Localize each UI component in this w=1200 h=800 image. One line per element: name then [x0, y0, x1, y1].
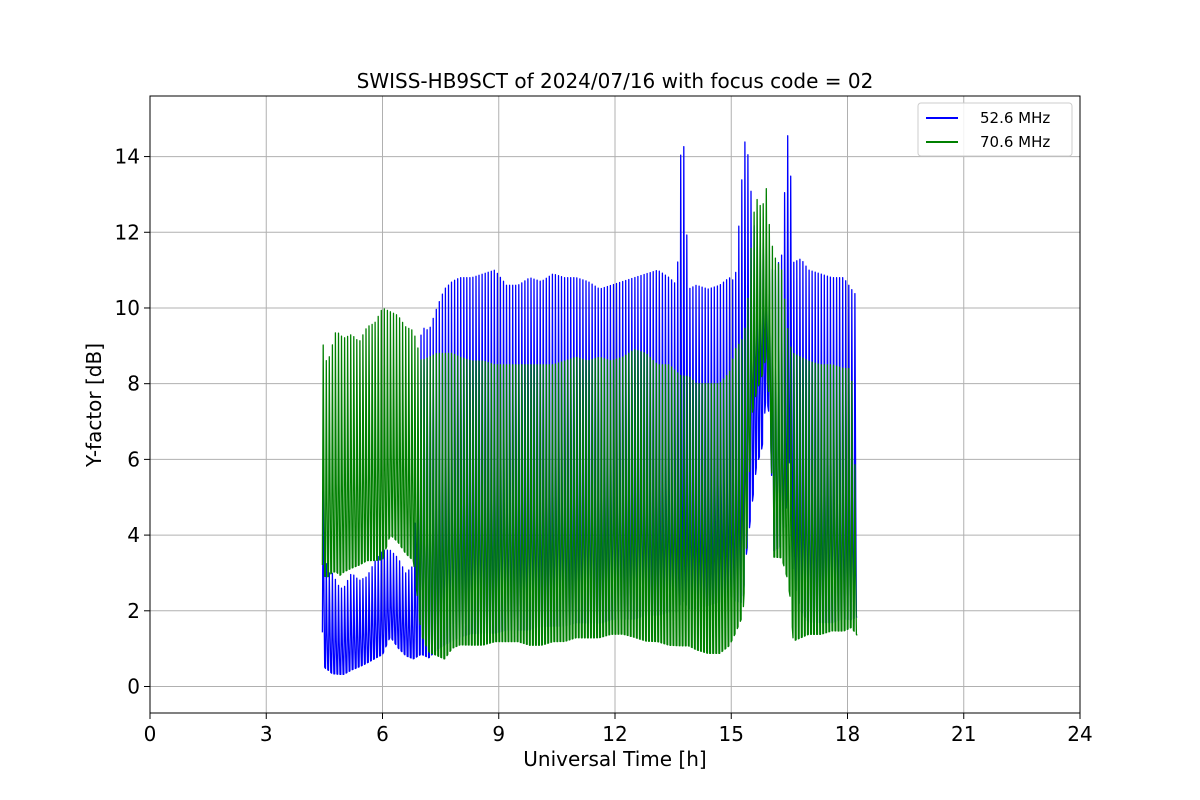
- y-tick-label: 14: [115, 145, 140, 169]
- y-tick-label: 4: [127, 523, 140, 547]
- x-tick-label: 21: [951, 722, 976, 746]
- series-line-1: [321, 188, 858, 660]
- y-tick-label: 12: [115, 220, 140, 244]
- x-tick-label: 18: [835, 722, 860, 746]
- x-axis-title: Universal Time [h]: [523, 747, 706, 771]
- y-tick-label: 2: [127, 599, 140, 623]
- y-tick-label: 6: [127, 447, 140, 471]
- y-tick-label: 10: [115, 296, 140, 320]
- y-axis-title: Y-factor [dB]: [82, 343, 106, 468]
- y-tick-label: 8: [127, 372, 140, 396]
- x-tick-label: 24: [1067, 722, 1092, 746]
- chart-title: SWISS-HB9SCT of 2024/07/16 with focus co…: [357, 69, 874, 93]
- legend-label: 70.6 MHz: [980, 133, 1050, 151]
- y-tick-label: 0: [127, 675, 140, 699]
- x-tick-label: 6: [376, 722, 389, 746]
- x-tick-label: 12: [602, 722, 627, 746]
- x-tick-label: 3: [260, 722, 273, 746]
- plot-area-series: [321, 135, 858, 676]
- legend-label: 52.6 MHz: [980, 109, 1050, 127]
- x-tick-label: 15: [719, 722, 744, 746]
- x-tick-label: 0: [144, 722, 157, 746]
- x-tick-label: 9: [492, 722, 505, 746]
- legend[interactable]: 52.6 MHz 70.6 MHz: [917, 102, 1073, 157]
